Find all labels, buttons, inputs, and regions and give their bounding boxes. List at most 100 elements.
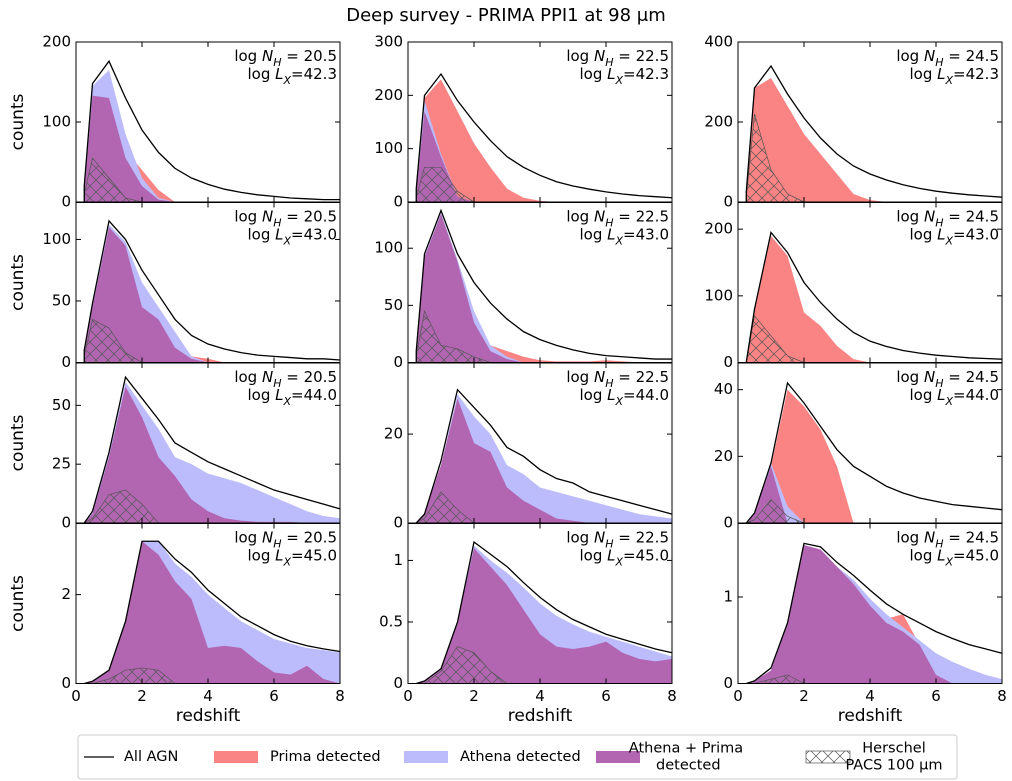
y-tick-label: 0 — [723, 193, 733, 211]
annotation-part: = — [613, 368, 635, 386]
annotation: log NH = 24.5 — [896, 207, 999, 229]
y-tick-label: 200 — [704, 220, 733, 238]
annotation-part: N — [594, 368, 605, 386]
annotation-part: X — [614, 555, 623, 568]
annotation: log NH = 22.5 — [566, 528, 669, 550]
y-tick-label: 200 — [704, 113, 733, 131]
x-tick-label: 8 — [335, 687, 345, 705]
area — [746, 545, 1002, 684]
annotation-value: 43.0 — [304, 225, 337, 243]
annotation-part: log — [247, 546, 275, 564]
annotation-part: L — [607, 546, 615, 564]
annotation-value: 22.5 — [636, 368, 669, 386]
annotation-part: = — [281, 47, 303, 65]
legend-label: Prima detected — [270, 749, 381, 765]
area — [746, 78, 1002, 202]
y-tick-label: 0 — [61, 514, 71, 532]
line — [83, 219, 341, 363]
annotation-part: X — [282, 234, 291, 247]
annotation-value: 45.0 — [304, 546, 337, 564]
annotation-part: N — [594, 207, 605, 225]
annotation-part: log — [234, 47, 262, 65]
x-tick-label: 4 — [203, 687, 213, 705]
legend-swatch — [805, 750, 851, 764]
annotation-part: log — [247, 65, 275, 83]
annotation-part: log — [579, 225, 607, 243]
area — [84, 541, 340, 684]
annotation-part: log — [909, 386, 937, 404]
annotation-part: L — [275, 386, 283, 404]
y-tick-label: 0 — [393, 674, 403, 692]
x-tick-label: 2 — [469, 687, 479, 705]
annotation-part: = — [943, 207, 965, 225]
line — [745, 64, 1003, 202]
annotation-part: log — [566, 368, 594, 386]
annotation: log NH = 20.5 — [234, 47, 337, 69]
annotation-part: = — [953, 386, 966, 404]
annotation-part: N — [594, 47, 605, 65]
annotation-part: L — [937, 65, 945, 83]
y-tick-label: 0 — [723, 674, 733, 692]
area — [84, 386, 340, 523]
x-tick-label: 2 — [799, 687, 809, 705]
annotation-part: X — [944, 395, 953, 408]
annotation-part: = — [291, 546, 304, 564]
annotation-value: 43.0 — [636, 225, 669, 243]
annotation-part: log — [896, 47, 924, 65]
area — [84, 227, 340, 363]
line — [746, 542, 1003, 685]
annotation-part: H — [273, 377, 281, 390]
annotation: log NH = 22.5 — [566, 47, 669, 69]
annotation: log LX=44.0 — [909, 386, 999, 408]
y-tick-label: 100 — [374, 139, 403, 157]
annotation-part: N — [262, 207, 273, 225]
line — [416, 540, 673, 685]
annotation-part: log — [896, 207, 924, 225]
annotation-value: 42.3 — [304, 65, 337, 83]
annotation-part: = — [953, 546, 966, 564]
y-tick-label: 0 — [723, 514, 733, 532]
line — [415, 208, 672, 363]
annotation-part: L — [937, 546, 945, 564]
annotation-part: X — [614, 234, 623, 247]
annotation-part: = — [623, 386, 636, 404]
annotation: log NH = 24.5 — [896, 368, 999, 390]
annotation-part: = — [613, 47, 635, 65]
annotation-value: 22.5 — [636, 528, 669, 546]
annotation-part: = — [943, 528, 965, 546]
annotation-value: 44.0 — [304, 386, 337, 404]
y-tick-label: 300 — [374, 33, 403, 51]
x-axis-label: redshift — [508, 706, 573, 726]
annotation: log NH = 22.5 — [566, 368, 669, 390]
annotation-part: log — [909, 546, 937, 564]
annotation-part: log — [234, 368, 262, 386]
annotation-part: = — [281, 368, 303, 386]
annotation-part: = — [281, 528, 303, 546]
annotation-part: N — [924, 528, 935, 546]
annotation-part: log — [247, 225, 275, 243]
annotation-part: L — [607, 65, 615, 83]
annotation-value: 24.5 — [966, 207, 999, 225]
annotation-part: H — [605, 537, 613, 550]
annotation-part: = — [623, 65, 636, 83]
y-tick-label: 100 — [42, 113, 71, 131]
annotation-part: = — [291, 225, 304, 243]
line — [745, 231, 1003, 363]
line — [83, 375, 341, 524]
line — [83, 59, 340, 202]
annotation-part: log — [247, 386, 275, 404]
area — [416, 398, 672, 523]
annotation: log NH = 24.5 — [896, 528, 999, 550]
legend-box — [77, 734, 958, 780]
annotation-part: H — [605, 56, 613, 69]
line — [415, 72, 673, 202]
y-tick-label: 50 — [384, 296, 403, 314]
annotation: log NH = 20.5 — [234, 368, 337, 390]
annotation-part: log — [566, 207, 594, 225]
annotation-value: 43.0 — [966, 225, 999, 243]
y-tick-label: 0 — [61, 353, 71, 371]
